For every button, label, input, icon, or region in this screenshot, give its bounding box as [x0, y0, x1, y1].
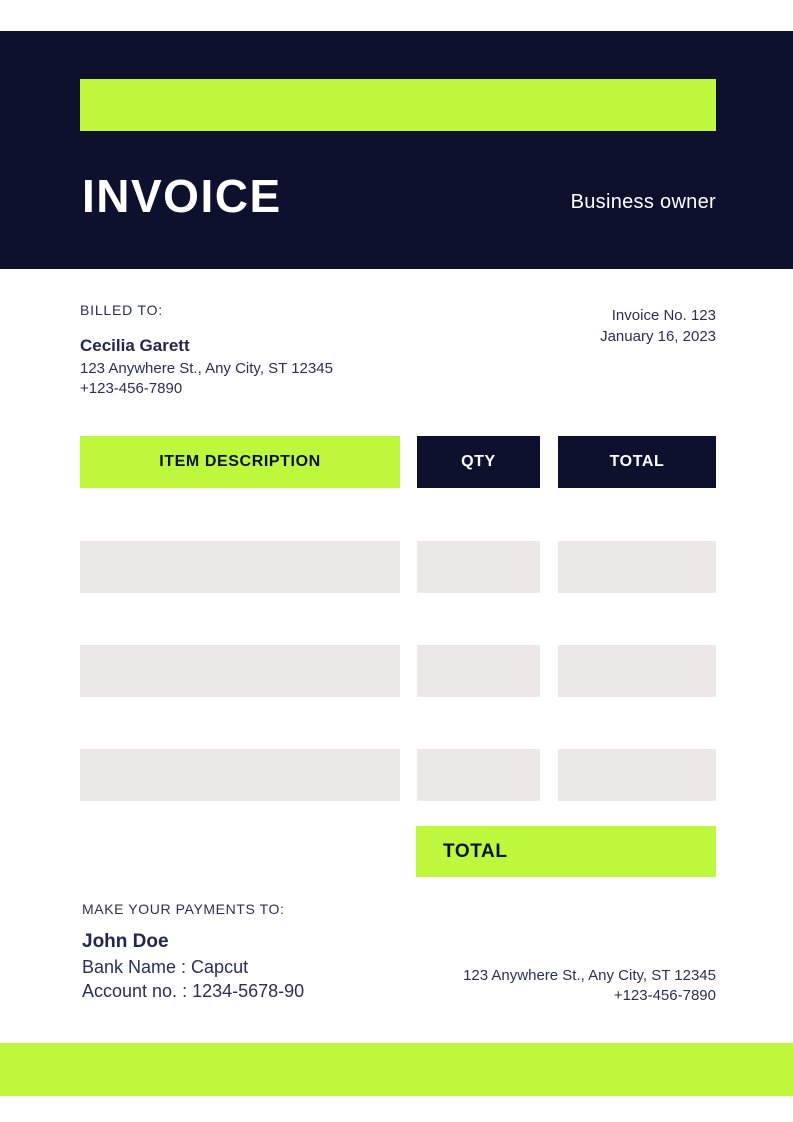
table-row-3-description-cell — [80, 749, 400, 801]
table-row-1-qty-cell — [417, 541, 540, 593]
billed-to-label: BILLED TO: — [80, 302, 163, 318]
table-row-1-description-cell — [80, 541, 400, 593]
footer-address: 123 Anywhere St., Any City, ST 12345 — [463, 967, 716, 984]
footer-accent-bar — [0, 1043, 793, 1096]
header: INVOICE Business owner — [0, 31, 793, 269]
column-header-qty: QTY — [417, 436, 540, 488]
table-row-1-total-cell — [558, 541, 716, 593]
payment-label: MAKE YOUR PAYMENTS TO: — [82, 901, 285, 917]
column-header-total: TOTAL — [558, 436, 716, 488]
footer-phone: +123-456-7890 — [613, 987, 716, 1004]
table-row-2-total-cell — [558, 645, 716, 697]
payment-bank: Bank Name : Capcut — [82, 957, 249, 977]
table-row-2-qty-cell — [417, 645, 540, 697]
table-row-3-qty-cell — [417, 749, 540, 801]
payment-name: John Doe — [82, 931, 169, 952]
total-bar: TOTAL — [416, 826, 716, 877]
invoice-meta: Invoice No. 123 January 16, 2023 — [600, 305, 716, 347]
billed-to-name: Cecilia Garett — [80, 336, 190, 355]
column-header-item-description: ITEM DESCRIPTION — [80, 436, 400, 488]
invoice-title: INVOICE — [82, 170, 282, 222]
invoice-number: Invoice No. 123 — [611, 307, 716, 324]
table-row-2-description-cell — [80, 645, 400, 697]
footer-contact: 123 Anywhere St., Any City, ST 12345 +12… — [463, 966, 716, 1006]
header-accent-bar — [80, 79, 716, 131]
invoice-date: January 16, 2023 — [600, 328, 716, 345]
total-label: TOTAL — [443, 840, 508, 862]
billed-to-phone: +123-456-7890 — [80, 380, 183, 397]
table-row-3-total-cell — [558, 749, 716, 801]
header-subtitle: Business owner — [570, 191, 716, 213]
payment-account: Account no. : 1234-5678-90 — [82, 981, 305, 1001]
billed-to-address: 123 Anywhere St., Any City, ST 12345 — [80, 360, 333, 377]
